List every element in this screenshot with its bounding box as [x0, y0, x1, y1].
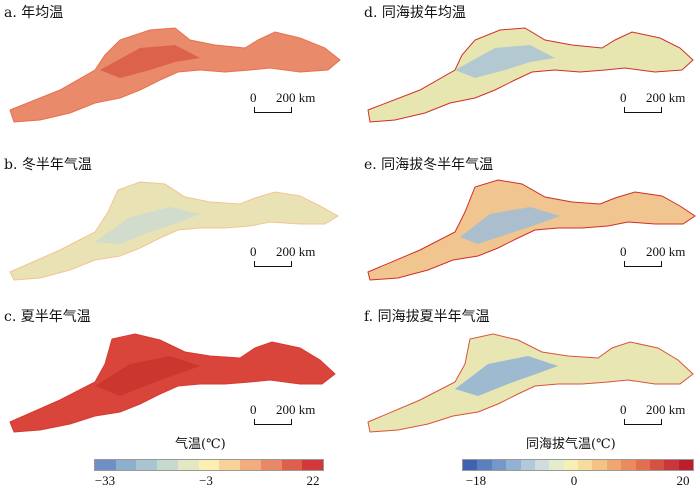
legend-title: 气温(℃): [175, 437, 226, 452]
region-detail: [455, 45, 555, 78]
scale-zero: 0: [620, 402, 627, 417]
legend-swatch: [606, 460, 622, 470]
panel-e-title: e. 同海拔冬半年气温: [364, 157, 494, 173]
panel-b-title: b. 冬半年气温: [4, 157, 92, 173]
scale-distance: 200 km: [646, 90, 686, 105]
panel-d-title: d. 同海拔年均温: [364, 5, 466, 21]
scale-line: [624, 107, 662, 113]
legend-swatch: [635, 460, 650, 470]
legend-tick: −3: [199, 473, 213, 488]
panel-d: d. 同海拔年均温 0 200 km: [350, 0, 700, 155]
map-b: [9, 181, 339, 281]
legend-tick: 20: [676, 473, 690, 488]
legend-swatch: [563, 460, 578, 470]
legend-swatch: [506, 460, 521, 470]
legend-swatch: [649, 460, 665, 470]
legend-swatch: [281, 460, 303, 470]
legend-tick: 22: [306, 473, 320, 488]
region-detail: [95, 207, 200, 244]
panel-c: c. 夏半年气温 0 200 km: [0, 304, 350, 459]
scale-zero: 0: [250, 402, 257, 417]
legend-tick: 0: [570, 473, 578, 488]
legend-swatch: [136, 460, 158, 470]
legend-title: 同海拔气温(℃): [526, 437, 616, 452]
scale-line: [254, 419, 292, 425]
region-shape: [9, 181, 339, 281]
scale-line: [254, 261, 292, 267]
legend-color-bar: [462, 459, 694, 471]
panel-f-title: f. 同海拔夏半年气温: [364, 309, 490, 325]
legend-swatch: [198, 460, 220, 470]
scale-distance: 200 km: [646, 244, 686, 259]
scale-zero: 0: [620, 244, 627, 259]
legend-swatch: [549, 460, 564, 470]
legend-swatch: [302, 460, 324, 470]
scale-distance: 200 km: [276, 402, 316, 417]
region-shape: [9, 333, 336, 433]
legend-swatch: [534, 460, 550, 470]
legend-swatch: [219, 460, 241, 470]
region-detail: [455, 356, 558, 396]
region-shape: [367, 27, 694, 123]
legend-tick: −33: [94, 473, 116, 488]
legend-swatch: [664, 460, 679, 470]
panel-e: e. 同海拔冬半年气温 0 200 km: [350, 152, 700, 307]
map-e: [367, 179, 696, 281]
panel-f: f. 同海拔夏半年气温 0 200 km: [350, 304, 700, 459]
map-d: [367, 27, 694, 123]
region-detail: [100, 45, 200, 78]
legend-swatch: [621, 460, 636, 470]
legend-tick: −18: [465, 473, 487, 488]
legend-swatch: [477, 460, 492, 470]
region-shape: [367, 333, 694, 433]
legend-swatch: [463, 460, 478, 470]
region-shape: [367, 179, 696, 281]
scale-distance: 200 km: [276, 90, 316, 105]
scale-distance: 200 km: [276, 244, 316, 259]
map-f: [367, 333, 694, 433]
panel-b: b. 冬半年气温 0 200 km: [0, 152, 350, 307]
map-a: [9, 27, 341, 123]
panel-a-title: a. 年均温: [4, 5, 64, 21]
legend-swatch: [157, 460, 178, 470]
region-detail: [95, 356, 200, 396]
panel-c-title: c. 夏半年气温: [4, 309, 91, 325]
legend-swatch: [520, 460, 535, 470]
legend-swatch: [260, 460, 282, 470]
scale-line: [624, 419, 662, 425]
legend-color-bar: [94, 459, 324, 471]
panel-a: a. 年均温 0 200 km: [0, 0, 350, 155]
scale-zero: 0: [250, 244, 257, 259]
scale-line: [254, 107, 292, 113]
legend-swatch: [177, 460, 199, 470]
legend-swatch: [578, 460, 593, 470]
scale-zero: 0: [620, 90, 627, 105]
region-detail: [460, 207, 560, 244]
legend-swatch: [95, 460, 116, 470]
legend-swatch: [678, 460, 693, 470]
scale-line: [624, 261, 662, 267]
legend-swatch: [491, 460, 507, 470]
scale-zero: 0: [250, 90, 257, 105]
region-shape: [9, 27, 341, 123]
legend-swatch: [592, 460, 607, 470]
legend-swatch: [240, 460, 261, 470]
scale-distance: 200 km: [646, 402, 686, 417]
legend-swatch: [115, 460, 137, 470]
map-c: [9, 333, 336, 433]
